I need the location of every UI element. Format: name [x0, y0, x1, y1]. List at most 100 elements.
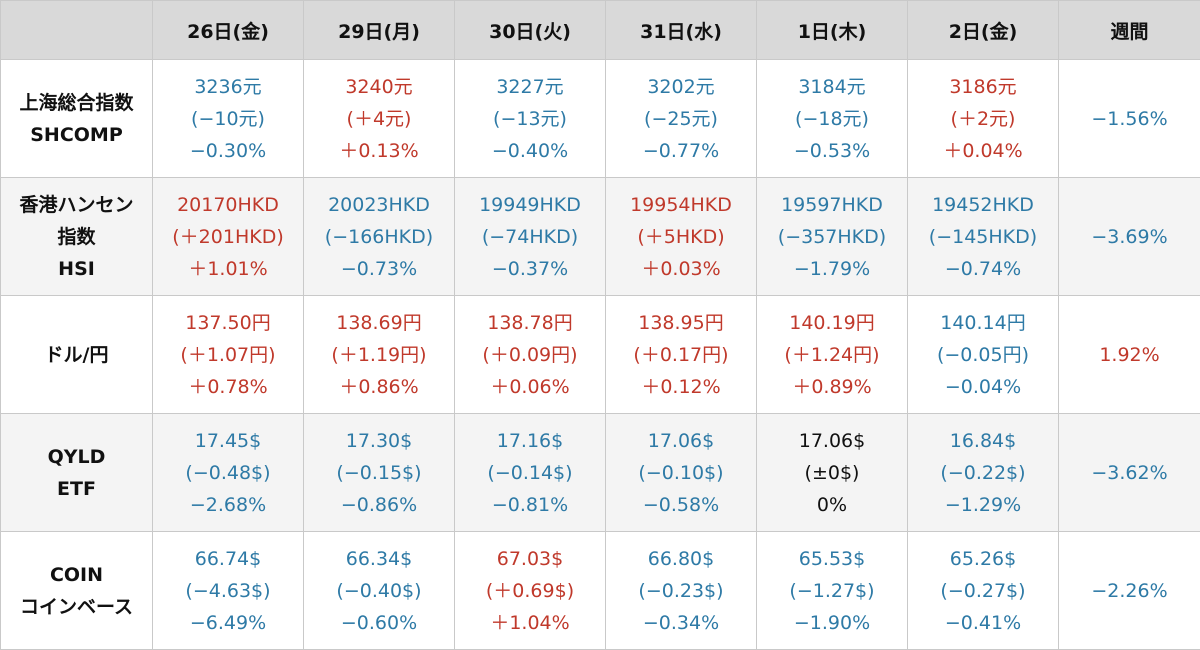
- day-cell: 19954HKD (＋5HKD) ＋0.03%: [605, 177, 757, 296]
- day-cell: 3202元 (−25元) −0.77%: [605, 59, 757, 178]
- week-change-value: 1.92%: [1099, 343, 1160, 366]
- week-change-value: −3.62%: [1091, 461, 1168, 484]
- header-corner: [0, 0, 153, 60]
- cell-change: (＋0.09円): [482, 343, 578, 366]
- cell-price: 19949HKD: [479, 193, 581, 216]
- cell-change: (−0.14$): [487, 461, 573, 484]
- row-label: 香港ハンセン 指数 HSI: [0, 177, 153, 296]
- header-day: 2日(金): [907, 0, 1059, 60]
- cell-pct: ＋0.12%: [641, 375, 721, 398]
- cell-pct: ＋0.78%: [188, 375, 268, 398]
- day-cell: 19452HKD (−145HKD) −0.74%: [907, 177, 1059, 296]
- cell-change: (＋1.07円): [180, 343, 276, 366]
- cell-change: (＋0.69$): [485, 579, 575, 602]
- cell-price: 17.06$: [647, 429, 715, 452]
- cell-pct: −0.81%: [491, 493, 569, 516]
- cell-change: (＋201HKD): [172, 225, 284, 248]
- cell-change: (＋4元): [346, 107, 412, 130]
- cell-price: 3186元: [949, 75, 1017, 98]
- cell-price: 16.84$: [949, 429, 1017, 452]
- day-cell: 17.16$ (−0.14$) −0.81%: [454, 413, 606, 532]
- cell-pct: ＋1.01%: [188, 257, 268, 280]
- row-label: 上海総合指数 SHCOMP: [0, 59, 153, 178]
- cell-change: (−13元): [493, 107, 567, 130]
- cell-change: (−166HKD): [324, 225, 434, 248]
- cell-price: 140.19円: [789, 311, 875, 334]
- cell-price: 19597HKD: [781, 193, 883, 216]
- cell-price: 3202元: [647, 75, 715, 98]
- header-day: 31日(水): [605, 0, 757, 60]
- day-cell: 17.06$ (±0$) 0%: [756, 413, 908, 532]
- week-cell: −1.56%: [1058, 59, 1200, 178]
- cell-pct: 0%: [816, 493, 848, 516]
- week-cell: 1.92%: [1058, 295, 1200, 414]
- cell-pct: −1.90%: [793, 611, 871, 634]
- header-day: 29日(月): [303, 0, 455, 60]
- row-label: COIN コインベース: [0, 531, 153, 650]
- cell-change: (−10元): [191, 107, 265, 130]
- cell-change: (−0.23$): [638, 579, 724, 602]
- cell-pct: −0.34%: [642, 611, 720, 634]
- cell-change: (−0.27$): [940, 579, 1026, 602]
- day-cell: 20023HKD (−166HKD) −0.73%: [303, 177, 455, 296]
- day-cell: 140.14円 (−0.05円) −0.04%: [907, 295, 1059, 414]
- day-cell: 67.03$ (＋0.69$) ＋1.04%: [454, 531, 606, 650]
- week-change-value: −2.26%: [1091, 579, 1168, 602]
- row-label-line: SHCOMP: [30, 123, 123, 146]
- header-day: 26日(金): [152, 0, 304, 60]
- cell-pct: −0.37%: [491, 257, 569, 280]
- cell-change: (−18元): [795, 107, 869, 130]
- table-row: QYLD ETF 17.45$ (−0.48$) −2.68% 17.30$ (−0.15$…: [0, 413, 1200, 532]
- week-cell: −3.69%: [1058, 177, 1200, 296]
- cell-pct: −0.73%: [340, 257, 418, 280]
- row-label-line: HSI: [58, 257, 95, 280]
- cell-price: 3236元: [194, 75, 262, 98]
- row-label-line: COIN: [49, 563, 104, 586]
- day-cell: 20170HKD (＋201HKD) ＋1.01%: [152, 177, 304, 296]
- cell-price: 17.16$: [496, 429, 564, 452]
- cell-price: 20023HKD: [328, 193, 430, 216]
- cell-pct: −0.86%: [340, 493, 418, 516]
- cell-price: 19954HKD: [630, 193, 732, 216]
- row-label-line: QYLD: [47, 445, 106, 468]
- cell-price: 67.03$: [496, 547, 564, 570]
- row-label-line: ETF: [57, 477, 96, 500]
- cell-price: 3184元: [798, 75, 866, 98]
- cell-pct: −1.29%: [944, 493, 1022, 516]
- cell-change: (±0$): [804, 461, 860, 484]
- cell-change: (−145HKD): [928, 225, 1038, 248]
- day-cell: 137.50円 (＋1.07円) ＋0.78%: [152, 295, 304, 414]
- cell-pct: ＋0.13%: [339, 139, 419, 162]
- day-cell: 65.53$ (−1.27$) −1.90%: [756, 531, 908, 650]
- table-body: 上海総合指数 SHCOMP 3236元 (−10元) −0.30% 3240元 (＋4元) ＋…: [0, 59, 1200, 650]
- cell-price: 66.34$: [345, 547, 413, 570]
- day-cell: 138.95円 (＋0.17円) ＋0.12%: [605, 295, 757, 414]
- day-cell: 66.74$ (−4.63$) −6.49%: [152, 531, 304, 650]
- cell-change: (−74HKD): [481, 225, 579, 248]
- day-cell: 19949HKD (−74HKD) −0.37%: [454, 177, 606, 296]
- day-cell: 140.19円 (＋1.24円) ＋0.89%: [756, 295, 908, 414]
- cell-price: 3227元: [496, 75, 564, 98]
- cell-price: 140.14円: [940, 311, 1026, 334]
- week-cell: −3.62%: [1058, 413, 1200, 532]
- cell-price: 137.50円: [185, 311, 271, 334]
- cell-change: (＋1.19円): [331, 343, 427, 366]
- cell-change: (＋2元): [950, 107, 1016, 130]
- cell-change: (−4.63$): [185, 579, 271, 602]
- cell-price: 19452HKD: [932, 193, 1034, 216]
- day-cell: 66.34$ (−0.40$) −0.60%: [303, 531, 455, 650]
- cell-price: 3240元: [345, 75, 413, 98]
- cell-price: 138.95円: [638, 311, 724, 334]
- header-day: 30日(火): [454, 0, 606, 60]
- cell-change: (−0.22$): [940, 461, 1026, 484]
- row-label-line: 香港ハンセン: [19, 193, 134, 216]
- cell-change: (−0.10$): [638, 461, 724, 484]
- cell-pct: ＋0.03%: [641, 257, 721, 280]
- cell-pct: −0.53%: [793, 139, 871, 162]
- table-row: COIN コインベース 66.74$ (−4.63$) −6.49% 66.34$ (−0.…: [0, 531, 1200, 650]
- cell-price: 138.69円: [336, 311, 422, 334]
- day-cell: 138.69円 (＋1.19円) ＋0.86%: [303, 295, 455, 414]
- day-cell: 3227元 (−13元) −0.40%: [454, 59, 606, 178]
- table-row: ドル/円 137.50円 (＋1.07円) ＋0.78% 138.69円 (＋1.19円)…: [0, 295, 1200, 414]
- row-label: QYLD ETF: [0, 413, 153, 532]
